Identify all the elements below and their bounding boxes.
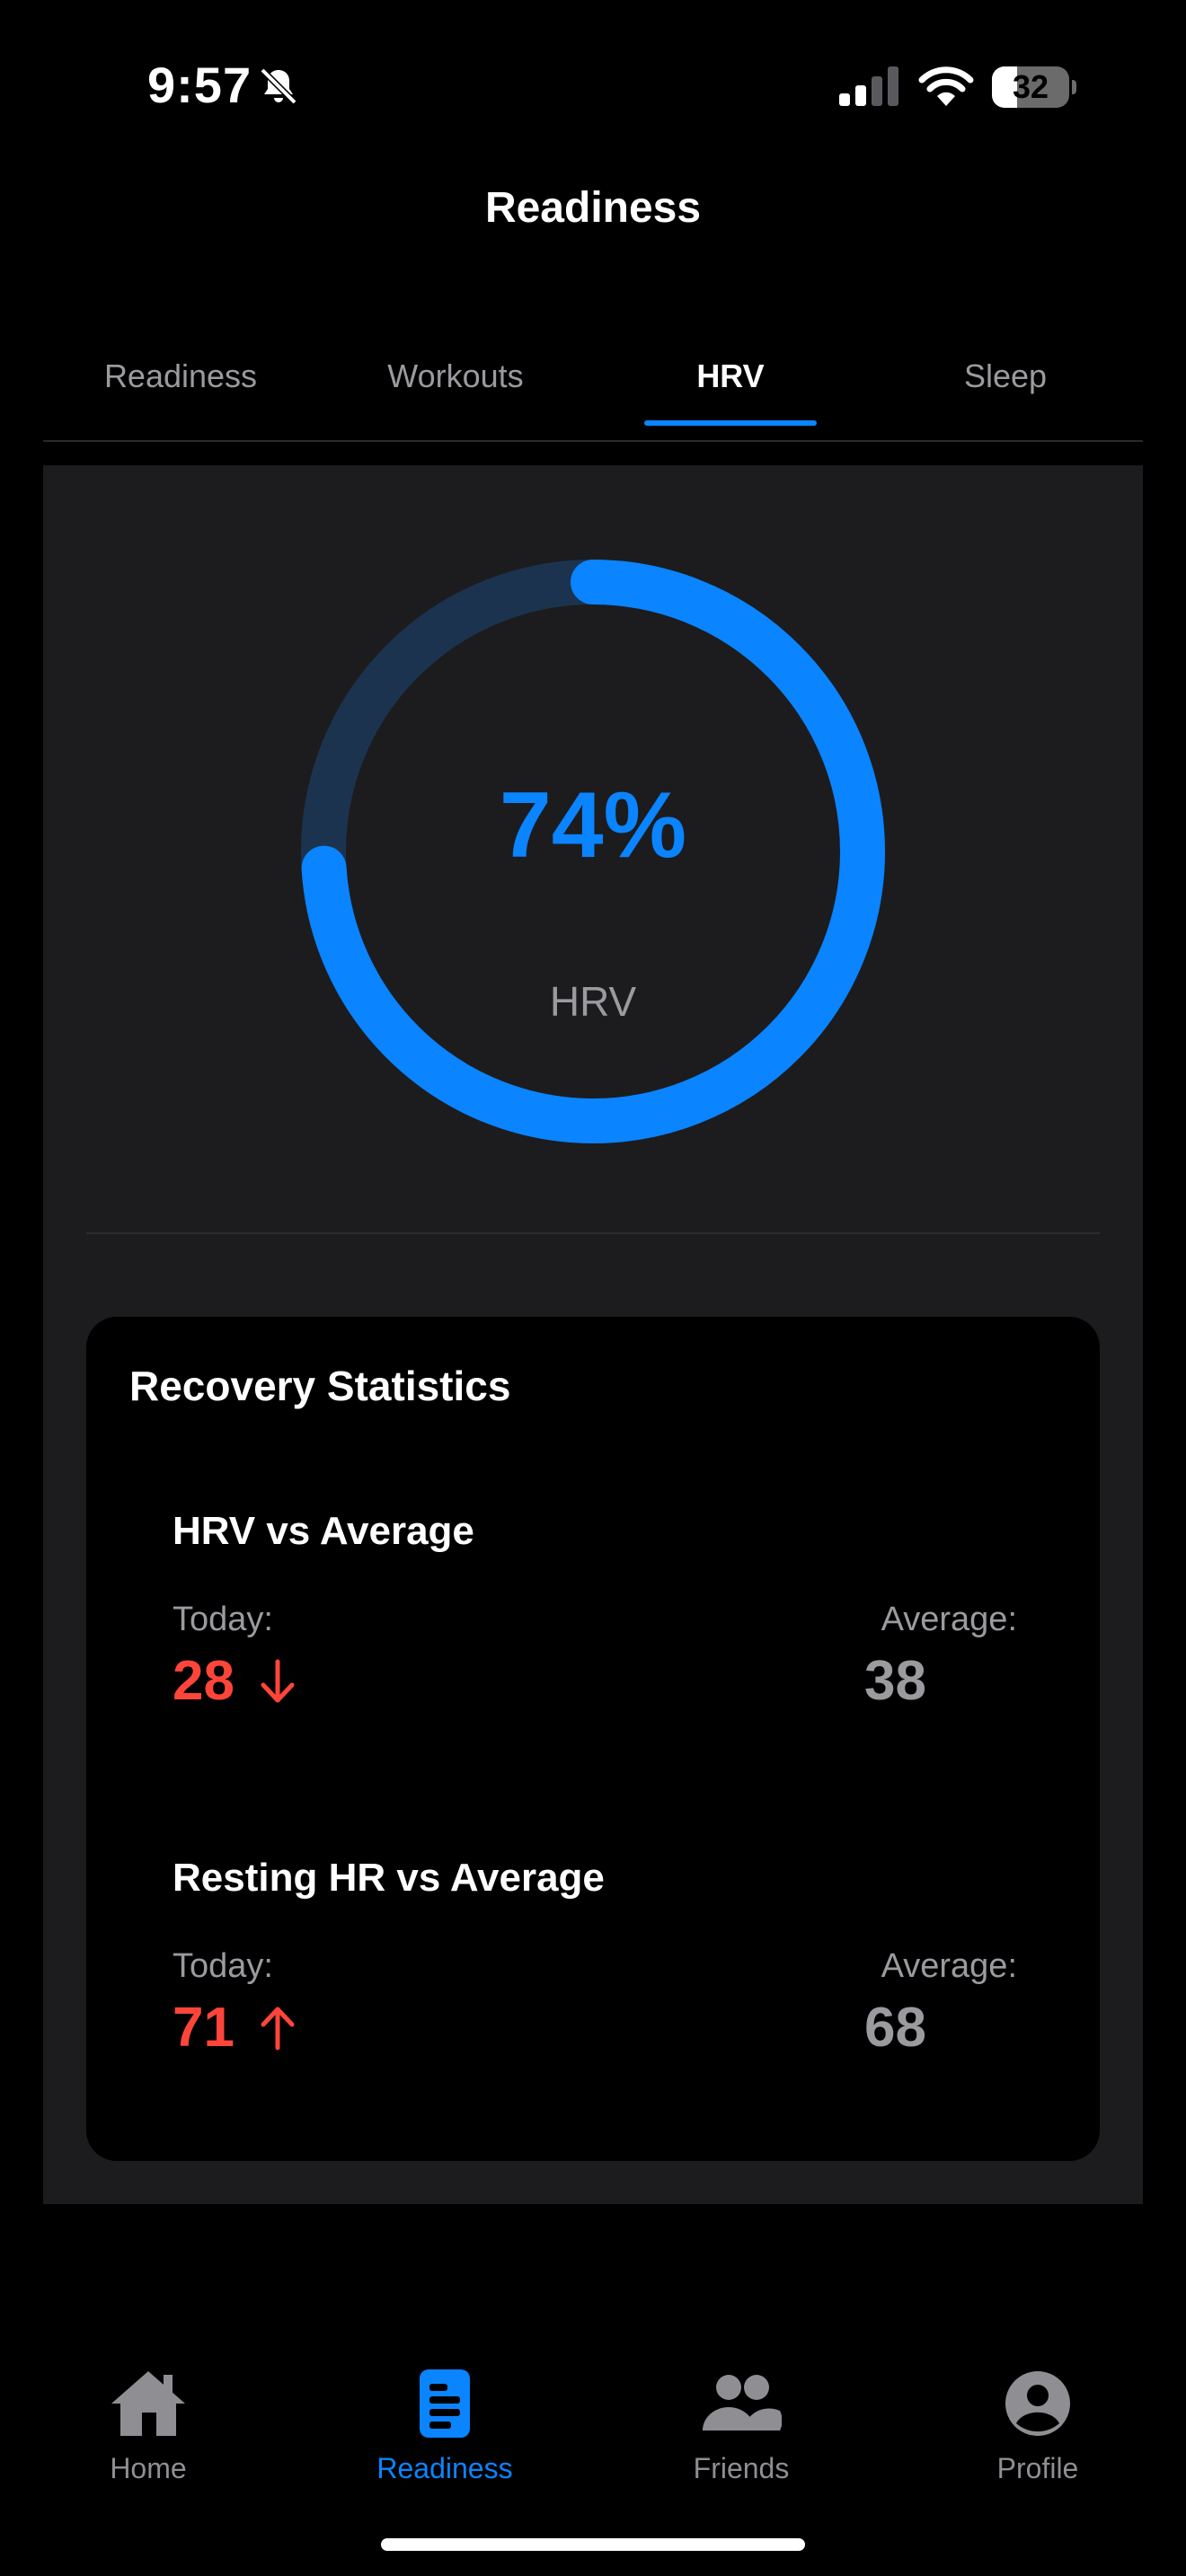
stat-title: Resting HR vs Average [173,1856,605,1900]
average-label: Average: [881,1947,1017,1985]
home-indicator[interactable] [381,2538,805,2551]
people-icon [703,2375,782,2430]
tab-hrv[interactable]: HRV [593,341,868,440]
nav-label: Friends [693,2452,790,2484]
average-value: 38 [864,1650,926,1712]
divider [86,1232,1100,1234]
hrv-panel: 74% HRV Recovery Statistics HRV vs Avera… [43,465,1143,2204]
stat-title: HRV vs Average [173,1509,474,1553]
average-value: 68 [864,1997,926,2059]
status-time: 9:57 [147,57,252,113]
page-title: Readiness [484,184,702,232]
nav-readiness[interactable]: Readiness [296,2353,593,2497]
recovery-statistics-card: Recovery Statistics HRV vs Average Today… [86,1317,1100,2161]
active-tab-indicator [644,420,817,426]
tab-sleep[interactable]: Sleep [963,357,1048,394]
today-value-text: 28 [173,1650,235,1712]
segment-tabs: Readiness Workouts HRV Sleep [43,341,1143,442]
home-icon [111,2371,185,2436]
average-label: Average: [881,1601,1017,1638]
cellular-signal-icon [839,66,898,106]
nav-profile[interactable]: Profile [890,2353,1186,2497]
hrv-label: HRV [549,978,637,1025]
card-title: Recovery Statistics [129,1363,511,1409]
battery-level-text: 32 [1012,68,1049,105]
status-bar: 9:57 32 [0,0,1186,171]
bell-slash-icon [260,67,297,105]
document-icon [420,2369,470,2438]
nav-label: Home [110,2452,187,2484]
ring-fill [301,560,885,1143]
bottom-tab-bar: Home Readiness Friends Profile [0,2353,1186,2497]
stat-resting-hr-vs-average: Resting HR vs Average Today: Average: 71… [173,1856,1017,2089]
today-label: Today: [173,1947,273,1985]
tab-workouts[interactable]: Workouts [387,357,524,394]
today-value: 28 [173,1649,296,1713]
down-arrow-icon [261,1659,295,1702]
today-value-text: 71 [173,1997,235,2059]
hrv-percentage: 74% [499,773,687,878]
stat-hrv-vs-average: HRV vs Average Today: Average: 28 38 [173,1509,1017,1742]
nav-home[interactable]: Home [0,2353,296,2497]
today-label: Today: [173,1601,273,1638]
battery-icon: 32 [992,66,1076,108]
nav-label: Readiness [376,2452,513,2484]
person-circle-icon [1005,2371,1070,2436]
today-value: 71 [173,1996,296,2060]
up-arrow-icon [261,2007,295,2050]
nav-friends[interactable]: Friends [593,2353,890,2497]
nav-label: Profile [996,2452,1079,2484]
tab-readiness[interactable]: Readiness [103,357,258,394]
wifi-icon [918,66,974,106]
hrv-progress-ring: 74% HRV [296,555,890,1148]
